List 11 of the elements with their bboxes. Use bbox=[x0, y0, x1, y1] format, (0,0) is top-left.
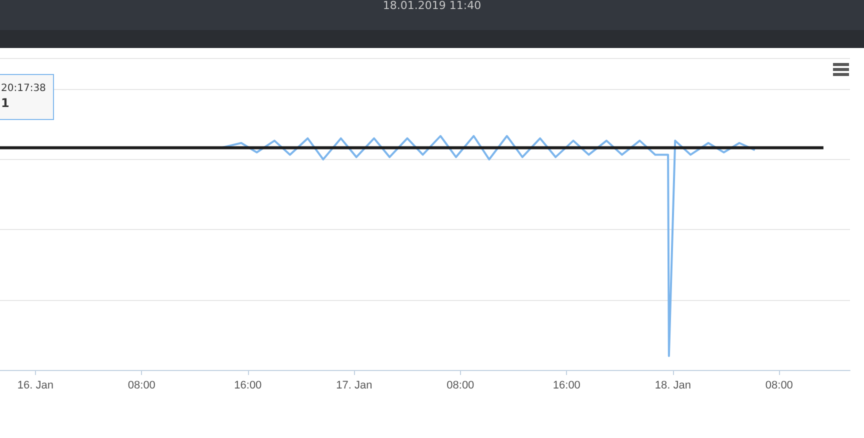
x-tick-label: 16. Jan bbox=[17, 380, 54, 392]
text: 1 bbox=[1, 96, 10, 110]
x-tick-label: 18. Jan bbox=[654, 380, 691, 392]
x-tick-label: 08:00 bbox=[128, 380, 156, 392]
x-tick-label: 08:00 bbox=[765, 380, 793, 392]
x-tick-label: 16:00 bbox=[234, 380, 262, 392]
text: 20:17:38 bbox=[1, 83, 47, 94]
chart-title: 18.01.2019 11:40 bbox=[0, 0, 864, 30]
x-tick-label: 17. Jan bbox=[336, 380, 372, 392]
x-tick-label: 16:00 bbox=[552, 380, 580, 392]
x-tick-label: 08:00 bbox=[446, 380, 474, 392]
